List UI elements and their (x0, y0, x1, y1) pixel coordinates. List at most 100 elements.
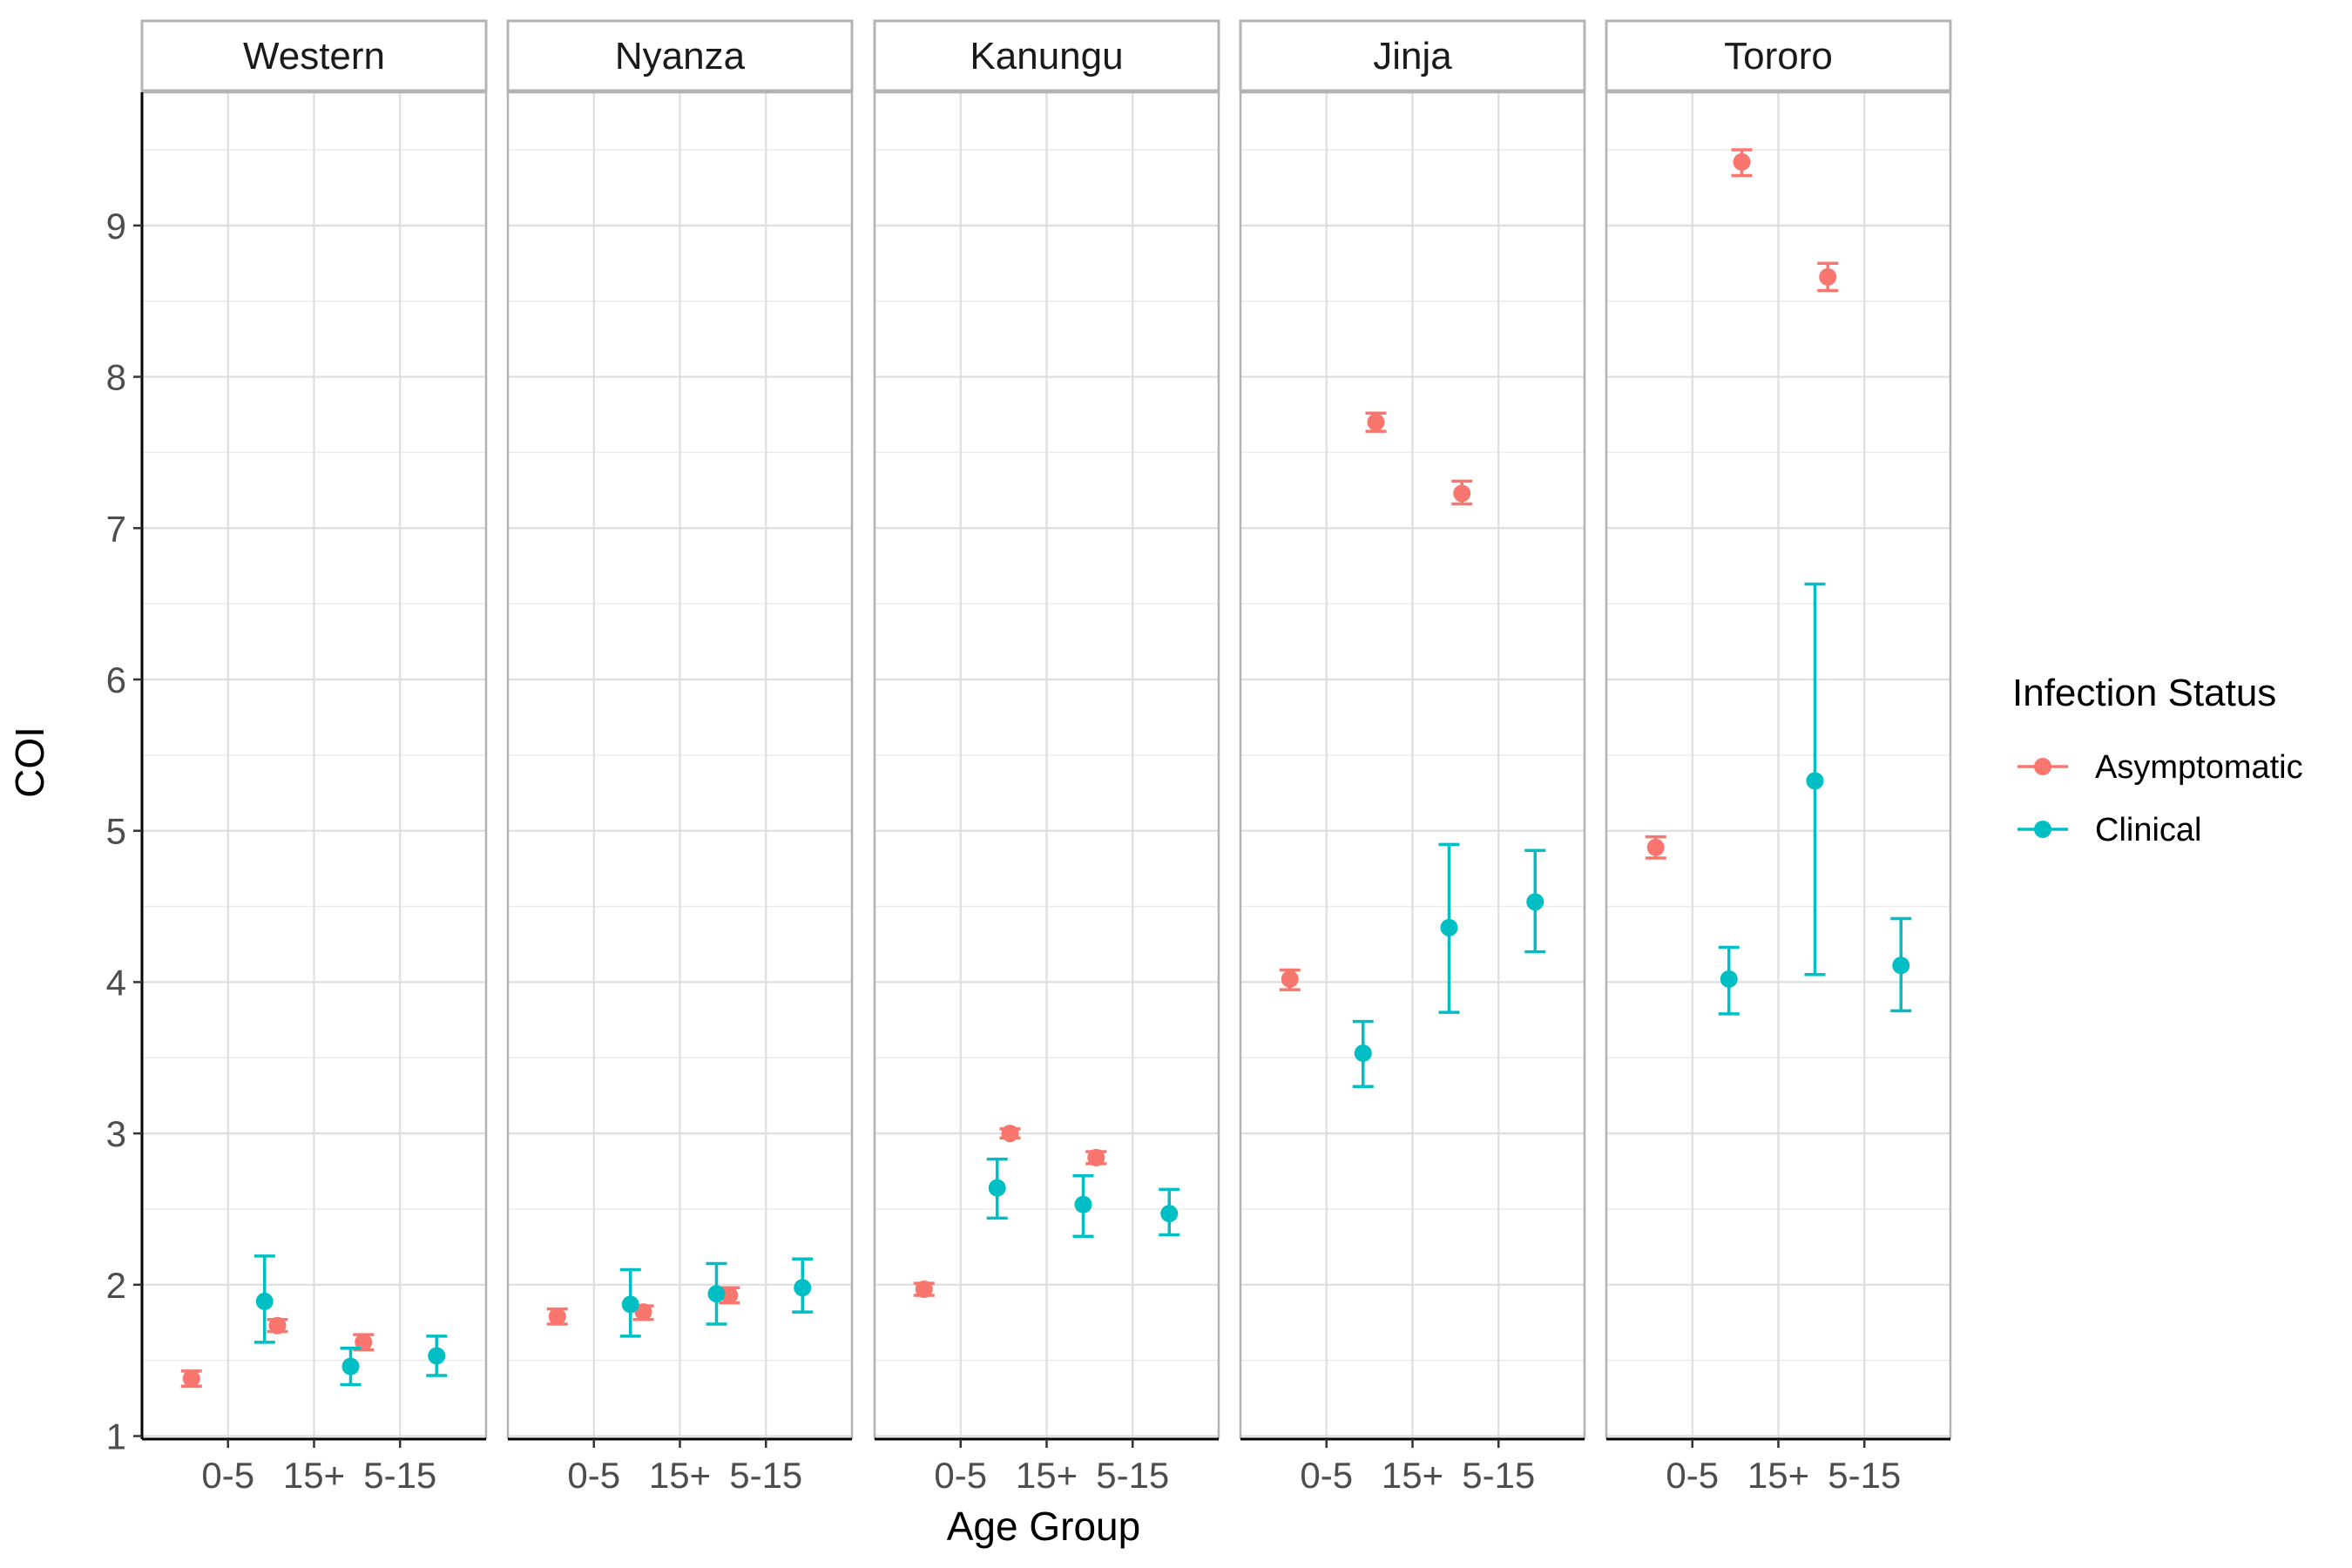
data-point (1819, 267, 1837, 286)
legend-label: Clinical (2095, 812, 2201, 848)
data-point (1526, 893, 1544, 911)
data-point (1733, 152, 1751, 171)
data-point (1646, 838, 1665, 856)
x-tick-label: 15+ (649, 1455, 711, 1496)
series-asymptomatic (546, 1286, 740, 1326)
data-point (182, 1369, 200, 1388)
grid-lines (875, 92, 1219, 1439)
legend-item-clinical: Clinical (2017, 812, 2201, 848)
y-tick-label: 8 (106, 357, 126, 398)
panel-border (1239, 91, 1586, 1439)
strip-box (873, 19, 1220, 92)
series-asymptomatic (180, 1316, 375, 1388)
x-tick-label: 15+ (1382, 1455, 1443, 1496)
x-tick-label: 0-5 (201, 1455, 254, 1496)
data-point (355, 1333, 373, 1351)
data-point (1354, 1044, 1372, 1063)
x-tick-label: 5-15 (1096, 1455, 1169, 1496)
x-tick-label: 15+ (1016, 1455, 1078, 1496)
series-clinical (986, 1157, 1180, 1238)
series-asymptomatic (1645, 148, 1839, 860)
x-tick-label: 0-5 (934, 1455, 987, 1496)
strip-box (1605, 19, 1952, 92)
strip-label: Jinja (1373, 35, 1452, 78)
y-tick-label: 9 (106, 206, 126, 247)
grid-lines (508, 92, 852, 1439)
y-tick-label: 5 (106, 811, 126, 852)
data-point (1806, 772, 1824, 790)
y-tick-label: 4 (106, 962, 126, 1003)
data-point (548, 1308, 566, 1326)
data-point (707, 1285, 726, 1303)
y-tick-label: 2 (106, 1265, 126, 1306)
x-tick-label: 5-15 (363, 1455, 436, 1496)
strip-label: Kanungu (970, 35, 1123, 78)
facet-panel-kanungu: Kanungu 0-5 15+ 5-15 (873, 19, 1220, 1496)
data-point (915, 1281, 933, 1299)
facet-panel-tororo: Tororo 0-5 15+ 5-15 (1605, 19, 1952, 1496)
grid-lines (1606, 92, 1950, 1439)
data-point (794, 1279, 812, 1297)
x-tick-label: 5-15 (729, 1455, 802, 1496)
data-point (1087, 1148, 1105, 1166)
x-tick-label: 5-15 (1828, 1455, 1901, 1496)
data-point (720, 1286, 739, 1304)
x-tick-label: 15+ (1747, 1455, 1809, 1496)
data-point (428, 1347, 446, 1365)
data-point (1892, 956, 1910, 975)
panel-border (1605, 91, 1952, 1439)
data-point (1720, 970, 1738, 988)
y-tick-label: 3 (106, 1113, 126, 1154)
data-point (1281, 970, 1299, 988)
facet-panel-jinja: Jinja 0-5 15+ 5-15 (1239, 19, 1586, 1496)
data-point (621, 1295, 639, 1314)
grid-lines (1240, 92, 1585, 1439)
legend-label: Asymptomatic (2095, 749, 2303, 786)
y-axis-title: COI (7, 727, 52, 798)
data-point (1001, 1125, 1019, 1143)
y-tick-label: 6 (106, 659, 126, 700)
panel-border (506, 91, 854, 1439)
y-tick-label: 1 (106, 1416, 126, 1457)
x-tick-label: 0-5 (567, 1455, 620, 1496)
grid-lines (142, 92, 486, 1439)
legend-key-point (2034, 821, 2051, 838)
x-tick-label: 0-5 (1300, 1455, 1353, 1496)
facet-panel-nyanza: Nyanza 0-5 15+ 5-15 (506, 19, 854, 1496)
x-tick-label: 0-5 (1666, 1455, 1719, 1496)
data-point (255, 1292, 274, 1310)
data-point (268, 1316, 287, 1335)
strip-box (1239, 19, 1586, 92)
strip-label: Western (243, 35, 385, 78)
data-point (341, 1357, 360, 1375)
facet-panel-western: Western 0-5 15+ 5-15 (140, 19, 488, 1496)
series-clinical (619, 1257, 814, 1338)
strip-box (506, 19, 854, 92)
x-tick-label: 15+ (283, 1455, 345, 1496)
data-point (1367, 413, 1385, 431)
series-asymptomatic (1279, 411, 1473, 991)
y-tick-label: 7 (106, 508, 126, 549)
series-clinical (253, 1254, 448, 1387)
legend-item-asymptomatic: Asymptomatic (2017, 749, 2303, 786)
x-axis-title: Age Group (947, 1504, 1140, 1549)
legend-key-point (2034, 758, 2051, 775)
panel-border (873, 91, 1220, 1439)
data-point (634, 1303, 652, 1321)
data-point (988, 1179, 1006, 1197)
data-point (1453, 484, 1471, 503)
data-point (1160, 1205, 1179, 1223)
series-clinical (1718, 582, 1912, 1016)
strip-box (140, 19, 488, 92)
strip-label: Tororo (1724, 35, 1833, 78)
data-point (1074, 1195, 1092, 1213)
legend-title: Infection Status (2012, 672, 2276, 714)
series-asymptomatic (913, 1125, 1107, 1299)
series-clinical (1352, 842, 1546, 1089)
data-point (1440, 918, 1458, 936)
y-axis: 1 2 3 4 5 6 7 8 9 (106, 92, 144, 1457)
legend: Infection Status Asymptomatic Clinical (2012, 672, 2303, 848)
x-tick-label: 5-15 (1462, 1455, 1535, 1496)
